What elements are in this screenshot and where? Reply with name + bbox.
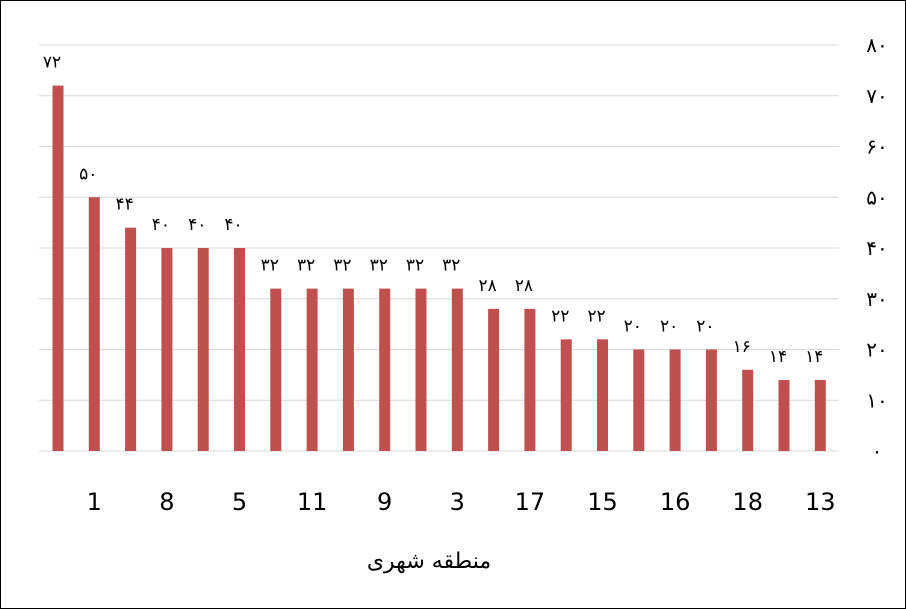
y-axis-ticks: ۰ ۱۰ ۲۰ ۳۰ ۴۰ ۵۰ ۶۰ ۷۰ ۸۰ <box>866 33 887 463</box>
data-label: ۷۲ <box>43 53 61 73</box>
bar <box>161 248 173 451</box>
x-axis-ticks: 1 8 5 11 9 3 17 15 16 18 13 <box>87 488 836 516</box>
bar <box>814 379 826 451</box>
data-label: ۴۰ <box>152 215 170 235</box>
bar <box>597 339 608 451</box>
y-tick-label: ۷۰ <box>866 84 887 108</box>
y-tick-label: ۸۰ <box>866 33 887 57</box>
x-tick-label: 3 <box>450 488 465 516</box>
x-axis-title: منطقه شهری <box>367 549 491 574</box>
data-label: ۲۸ <box>478 276 496 296</box>
y-tick-label: ۳۰ <box>866 287 887 311</box>
bars <box>52 85 826 451</box>
x-tick-label: 17 <box>515 488 546 516</box>
data-label: ۲۸ <box>515 276 533 296</box>
bar <box>415 288 427 451</box>
data-label: ۲۲ <box>587 306 605 326</box>
y-tick-label: ۵۰ <box>866 185 887 209</box>
data-label: ۱۴ <box>769 347 787 367</box>
bar <box>270 288 282 451</box>
x-tick-label: 9 <box>377 488 392 516</box>
data-label: ۵۰ <box>79 164 97 184</box>
bar <box>633 349 645 451</box>
x-tick-label: 13 <box>805 488 836 516</box>
bar <box>306 288 318 451</box>
data-label: ۳۲ <box>406 256 424 276</box>
bar <box>778 379 790 451</box>
bar <box>705 349 717 451</box>
data-label: ۳۲ <box>297 256 315 276</box>
bar <box>524 308 536 451</box>
x-tick-label: 1 <box>87 488 102 516</box>
data-label: ۲۰ <box>624 317 642 337</box>
bar <box>451 288 463 451</box>
data-label: ۴۰ <box>188 215 206 235</box>
x-tick-label: 16 <box>660 488 691 516</box>
data-label: ۳۲ <box>442 256 460 276</box>
data-label: ۲۰ <box>660 317 678 337</box>
data-label: ۳۲ <box>333 256 351 276</box>
y-tick-label: ۶۰ <box>866 135 887 159</box>
x-tick-label: 11 <box>297 488 328 516</box>
bar <box>125 227 137 451</box>
bar <box>742 369 754 451</box>
y-tick-label: ۱۰ <box>866 388 887 412</box>
bar <box>488 308 500 451</box>
data-label: ۴۰ <box>224 215 242 235</box>
data-label: ۴۴ <box>115 195 133 215</box>
x-tick-label: 15 <box>587 488 618 516</box>
data-label: ۳۲ <box>261 256 279 276</box>
data-label: ۲۲ <box>551 306 569 326</box>
gridlines <box>39 44 839 452</box>
x-tick-label: 18 <box>732 488 763 516</box>
y-tick-label: ۰ <box>872 439 883 463</box>
data-label: ۳۲ <box>370 256 388 276</box>
y-tick-label: ۴۰ <box>866 236 887 260</box>
bar <box>379 288 391 451</box>
bar <box>342 288 354 451</box>
x-tick-label: 8 <box>159 488 174 516</box>
bar <box>52 85 64 451</box>
x-tick-label: 5 <box>232 488 247 516</box>
bar <box>234 248 245 451</box>
bar <box>560 339 572 451</box>
bar <box>669 349 681 451</box>
data-label: ۱۶ <box>733 337 751 357</box>
data-labels: ۷۲ ۵۰ ۴۴ ۴۰ ۴۰ ۴۰ ۳۲ ۳۲ ۳۲ ۳۲ ۳۲ ۳۲ ۲۸ ۲۸ ۲۲ ۲۲ ۲۰ ۲۰ ۲۰ ۱۶… <box>43 53 824 367</box>
bar <box>197 248 209 451</box>
y-tick-label: ۲۰ <box>866 338 887 362</box>
data-label: ۱۴ <box>805 347 823 367</box>
data-label: ۲۰ <box>696 317 714 337</box>
bar <box>88 197 100 451</box>
